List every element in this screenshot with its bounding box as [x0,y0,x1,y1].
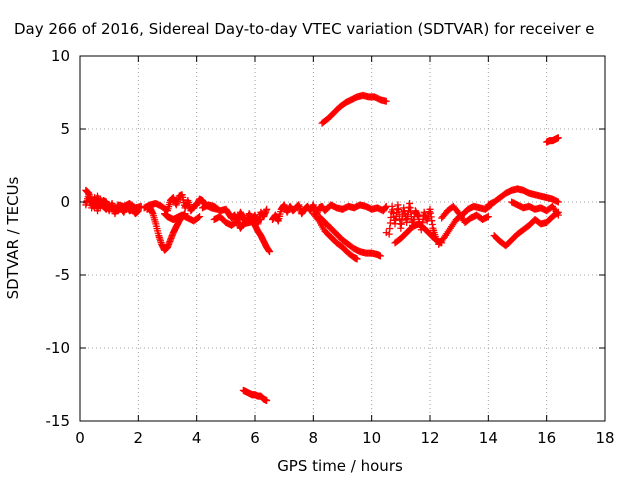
series-cluster-4h [543,134,562,146]
data-point [257,216,265,224]
data-point [194,213,202,221]
y-axis-ticks: 10 5 0 -5 -10 -15 [46,47,605,430]
x-tick-label: 14 [479,429,498,447]
data-points [82,91,562,405]
x-tick-label: 4 [192,429,202,447]
series-drop-6h [248,217,274,256]
y-tick-label: 5 [60,120,70,138]
series-cluster-13h [239,386,271,405]
y-tick-label: -10 [46,339,71,357]
x-tick-label: 10 [362,429,381,447]
series-rise-14-16 [484,185,562,209]
series-arc-3h [161,210,204,225]
data-point [314,216,322,224]
series-arc-high [318,91,390,127]
data-point [554,198,562,206]
series-band-9-11 [339,201,390,215]
grid [80,56,605,421]
y-tick-label: -15 [46,412,71,430]
data-point [484,213,492,221]
plot-frame [79,55,606,422]
x-tick-label: 2 [134,429,144,447]
x-axis-ticks: 0 2 4 6 8 10 12 14 16 18 [75,56,615,447]
data-point [196,213,204,221]
x-axis-title: GPS time / hours [277,457,403,475]
data-point [382,229,390,237]
x-tick-label: 0 [75,429,85,447]
series-band-12-15b [438,202,492,226]
y-tick-label: -5 [55,266,70,284]
data-point [263,397,271,405]
data-point [382,97,390,105]
series-band-10-12b [391,220,446,247]
y-tick-label: 10 [51,47,70,65]
series-loop-14-16 [490,208,562,250]
y-tick-label: 0 [60,193,70,211]
x-tick-label: 18 [595,429,614,447]
data-point [554,211,562,219]
series-loop-14-16b [508,198,562,219]
x-tick-label: 12 [420,429,439,447]
chart-title: Day 266 of 2016, Sidereal Day-to-day VTE… [14,20,595,38]
series-band-6-9 [269,201,346,225]
data-point [554,134,562,142]
series-band-0-1b [82,186,145,218]
x-tick-label: 16 [537,429,556,447]
y-axis-title: SDTVAR / TECUs [4,176,22,299]
series-stray [382,229,390,237]
x-tick-label: 6 [250,429,260,447]
data-point [266,248,274,256]
series-descent-8-10b [309,210,361,263]
data-point [353,255,361,263]
data-point [263,205,271,213]
x-tick-label: 8 [309,429,319,447]
data-point [376,252,384,260]
